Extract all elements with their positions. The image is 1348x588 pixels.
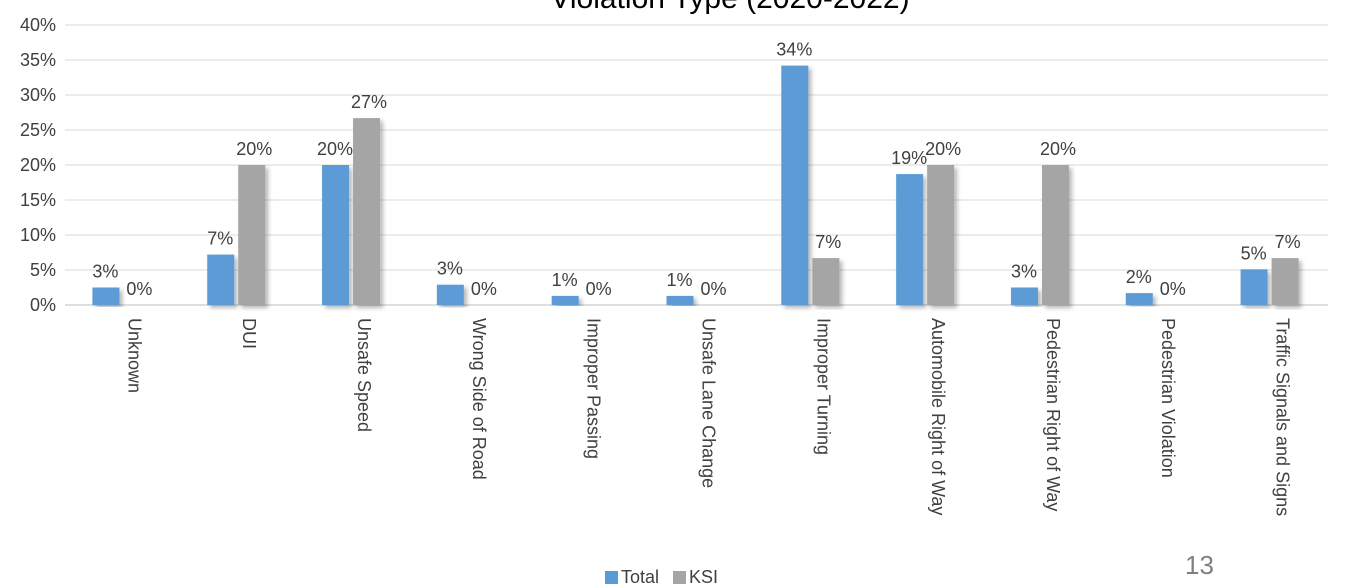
bar-ksi — [1271, 258, 1299, 305]
data-label-ksi: 0% — [700, 279, 726, 299]
x-tick-label: Improper Passing — [584, 318, 604, 459]
data-label-ksi: 0% — [586, 279, 612, 299]
bar-ksi — [238, 165, 266, 305]
bar-total — [1240, 269, 1268, 305]
bar-total — [896, 174, 924, 305]
y-tick-label: 5% — [30, 260, 56, 280]
data-label-total: 20% — [317, 139, 353, 159]
legend-label-ksi: KSI — [689, 567, 719, 587]
data-label-total: 3% — [437, 259, 463, 279]
data-label-ksi: 20% — [236, 139, 272, 159]
x-tick-label: Traffic Signals and Signs — [1273, 318, 1293, 516]
x-tick-label: Pedestrian Violation — [1158, 318, 1178, 478]
slide-number: 13 — [1185, 550, 1214, 580]
y-tick-label: 30% — [20, 85, 56, 105]
x-tick-label: Wrong Side of Road — [469, 318, 489, 480]
legend-swatch-ksi — [673, 571, 687, 584]
x-axis: Unknown DUI Unsafe Speed Wrong Side of Road… — [124, 318, 1292, 516]
gridlines — [65, 24, 1328, 306]
bar-total — [781, 65, 809, 305]
data-label-total: 3% — [92, 262, 118, 282]
bar-ksi — [1041, 165, 1069, 305]
x-tick-label: Improper Turning — [813, 318, 833, 455]
bar-total — [551, 295, 579, 305]
data-label-total: 19% — [891, 148, 927, 168]
x-tick-label: Unsafe Lane Change — [699, 318, 719, 488]
bar-total — [666, 295, 694, 305]
x-tick-label: Automobile Right of Way — [928, 318, 948, 515]
data-label-ksi: 0% — [471, 279, 497, 299]
data-label-total: 5% — [1241, 243, 1267, 263]
data-label-ksi: 0% — [1160, 279, 1186, 299]
legend-item-total: Total — [605, 567, 659, 588]
x-tick-label: Pedestrian Right of Way — [1043, 318, 1063, 511]
bar-total — [436, 284, 464, 305]
legend: Total KSI — [605, 567, 718, 588]
data-label-ksi: 0% — [126, 279, 152, 299]
data-label-ksi: 20% — [1040, 139, 1076, 159]
x-tick-label: Unsafe Speed — [354, 318, 374, 432]
x-tick-label: DUI — [239, 318, 259, 349]
y-tick-label: 25% — [20, 120, 56, 140]
data-label-total: 1% — [666, 270, 692, 290]
bars — [92, 65, 1299, 305]
y-tick-label: 10% — [20, 225, 56, 245]
bar-total — [207, 254, 235, 305]
y-tick-label: 35% — [20, 50, 56, 70]
data-label-ksi: 20% — [925, 139, 961, 159]
data-label-total: 3% — [1011, 262, 1037, 282]
bar-total — [92, 287, 120, 305]
data-label-total: 2% — [1126, 267, 1152, 287]
legend-label-total: Total — [621, 567, 660, 587]
x-tick-label: Unknown — [124, 318, 144, 393]
bar-total — [322, 165, 350, 305]
y-tick-label: 40% — [20, 15, 56, 35]
data-label-total: 1% — [552, 270, 578, 290]
bar-total — [1010, 287, 1038, 305]
bar-total — [1125, 293, 1153, 305]
bar-ksi — [927, 165, 955, 305]
chart-title: Violation Type (2020-2022) — [550, 0, 909, 15]
bar-ksi — [353, 118, 381, 305]
data-label-ksi: 27% — [351, 92, 387, 112]
bar-ksi — [812, 258, 840, 305]
data-label-ksi: 7% — [815, 232, 841, 252]
legend-swatch-total — [605, 571, 618, 584]
data-label-total: 7% — [207, 229, 233, 249]
data-labels: 3%0%7%20% 20%27%3%0% 1% 0% 1% 0%34%7%19%20%3%… — [92, 40, 1300, 299]
y-axis: 0% 5% 10% 15% 20% 25% 30% 35% 40% — [20, 15, 56, 315]
data-label-total: 34% — [776, 40, 812, 60]
y-tick-label: 20% — [20, 155, 56, 175]
y-tick-label: 0% — [30, 295, 56, 315]
legend-item-ksi: KSI — [673, 567, 718, 588]
data-label-ksi: 7% — [1275, 232, 1301, 252]
y-tick-label: 15% — [20, 190, 56, 210]
